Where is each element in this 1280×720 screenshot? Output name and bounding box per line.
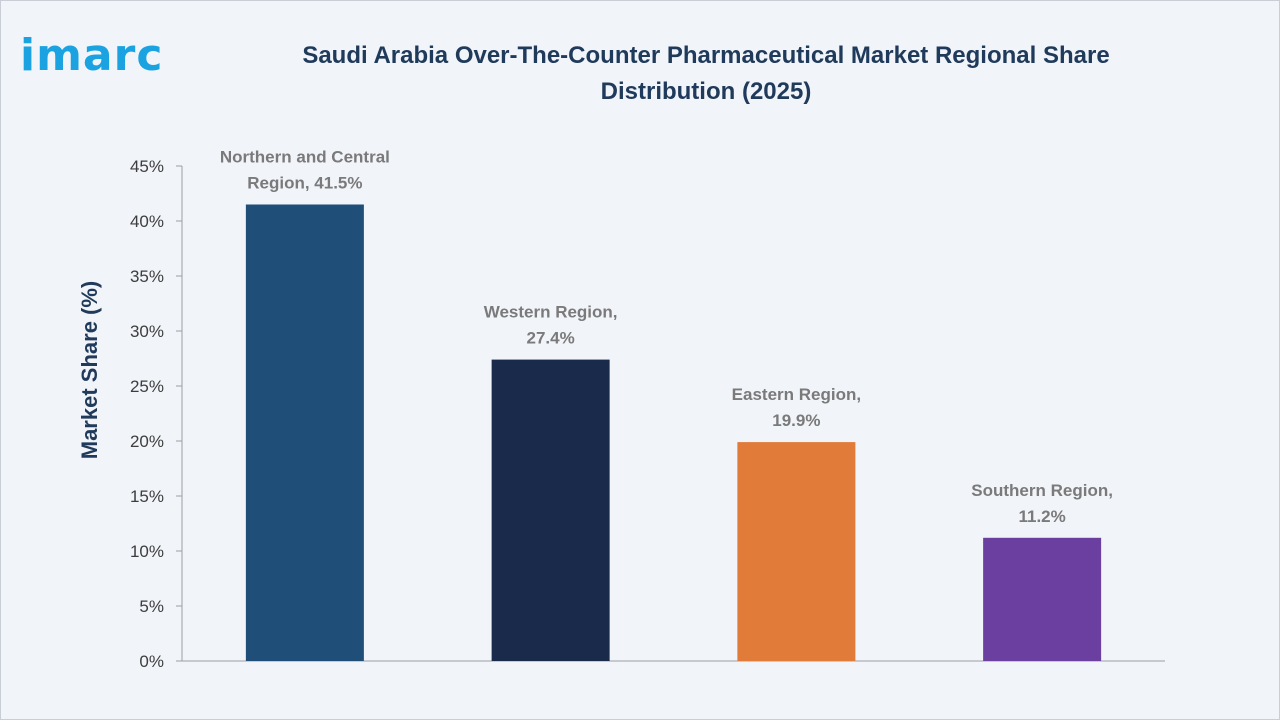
- bar-eastern-region: [737, 442, 856, 661]
- y-tick-label: 30%: [130, 322, 164, 341]
- chart-axes: 0% 5% 10% 15% 20% 25% 30% 35% 40% 45%: [130, 157, 1165, 671]
- bar-southern-region: [983, 537, 1102, 661]
- y-tick-label: 20%: [130, 432, 164, 451]
- data-label: 19.9%: [772, 411, 820, 430]
- y-tick-label: 0%: [139, 652, 164, 671]
- chart-title: Saudi Arabia Over-The-Counter Pharmaceut…: [302, 42, 1110, 105]
- data-label: Western Region,: [484, 303, 618, 322]
- y-tick-label: 10%: [130, 542, 164, 561]
- data-label: Northern and Central: [220, 148, 390, 167]
- y-tick-label: 40%: [130, 212, 164, 231]
- data-label: 11.2%: [1018, 507, 1065, 526]
- imarc-logo: imarc: [20, 30, 164, 81]
- data-label: 27.4%: [527, 329, 575, 348]
- y-tick-label: 45%: [130, 157, 164, 176]
- chart-bars: [245, 204, 1102, 661]
- data-label: Eastern Region,: [732, 385, 861, 404]
- y-tick-label: 35%: [130, 267, 164, 286]
- data-label: Region, 41.5%: [247, 174, 362, 193]
- y-tick-label: 25%: [130, 377, 164, 396]
- data-label: Southern Region,: [971, 481, 1113, 500]
- chart-data-labels: Northern and Central Region, 41.5% Western…: [220, 148, 1113, 526]
- y-tick-label: 15%: [130, 487, 164, 506]
- y-axis-title: Market Share (%): [77, 281, 102, 460]
- y-tick-label: 5%: [139, 597, 164, 616]
- bar-northern-and-central-region: [245, 204, 364, 661]
- bar-western-region: [491, 359, 610, 661]
